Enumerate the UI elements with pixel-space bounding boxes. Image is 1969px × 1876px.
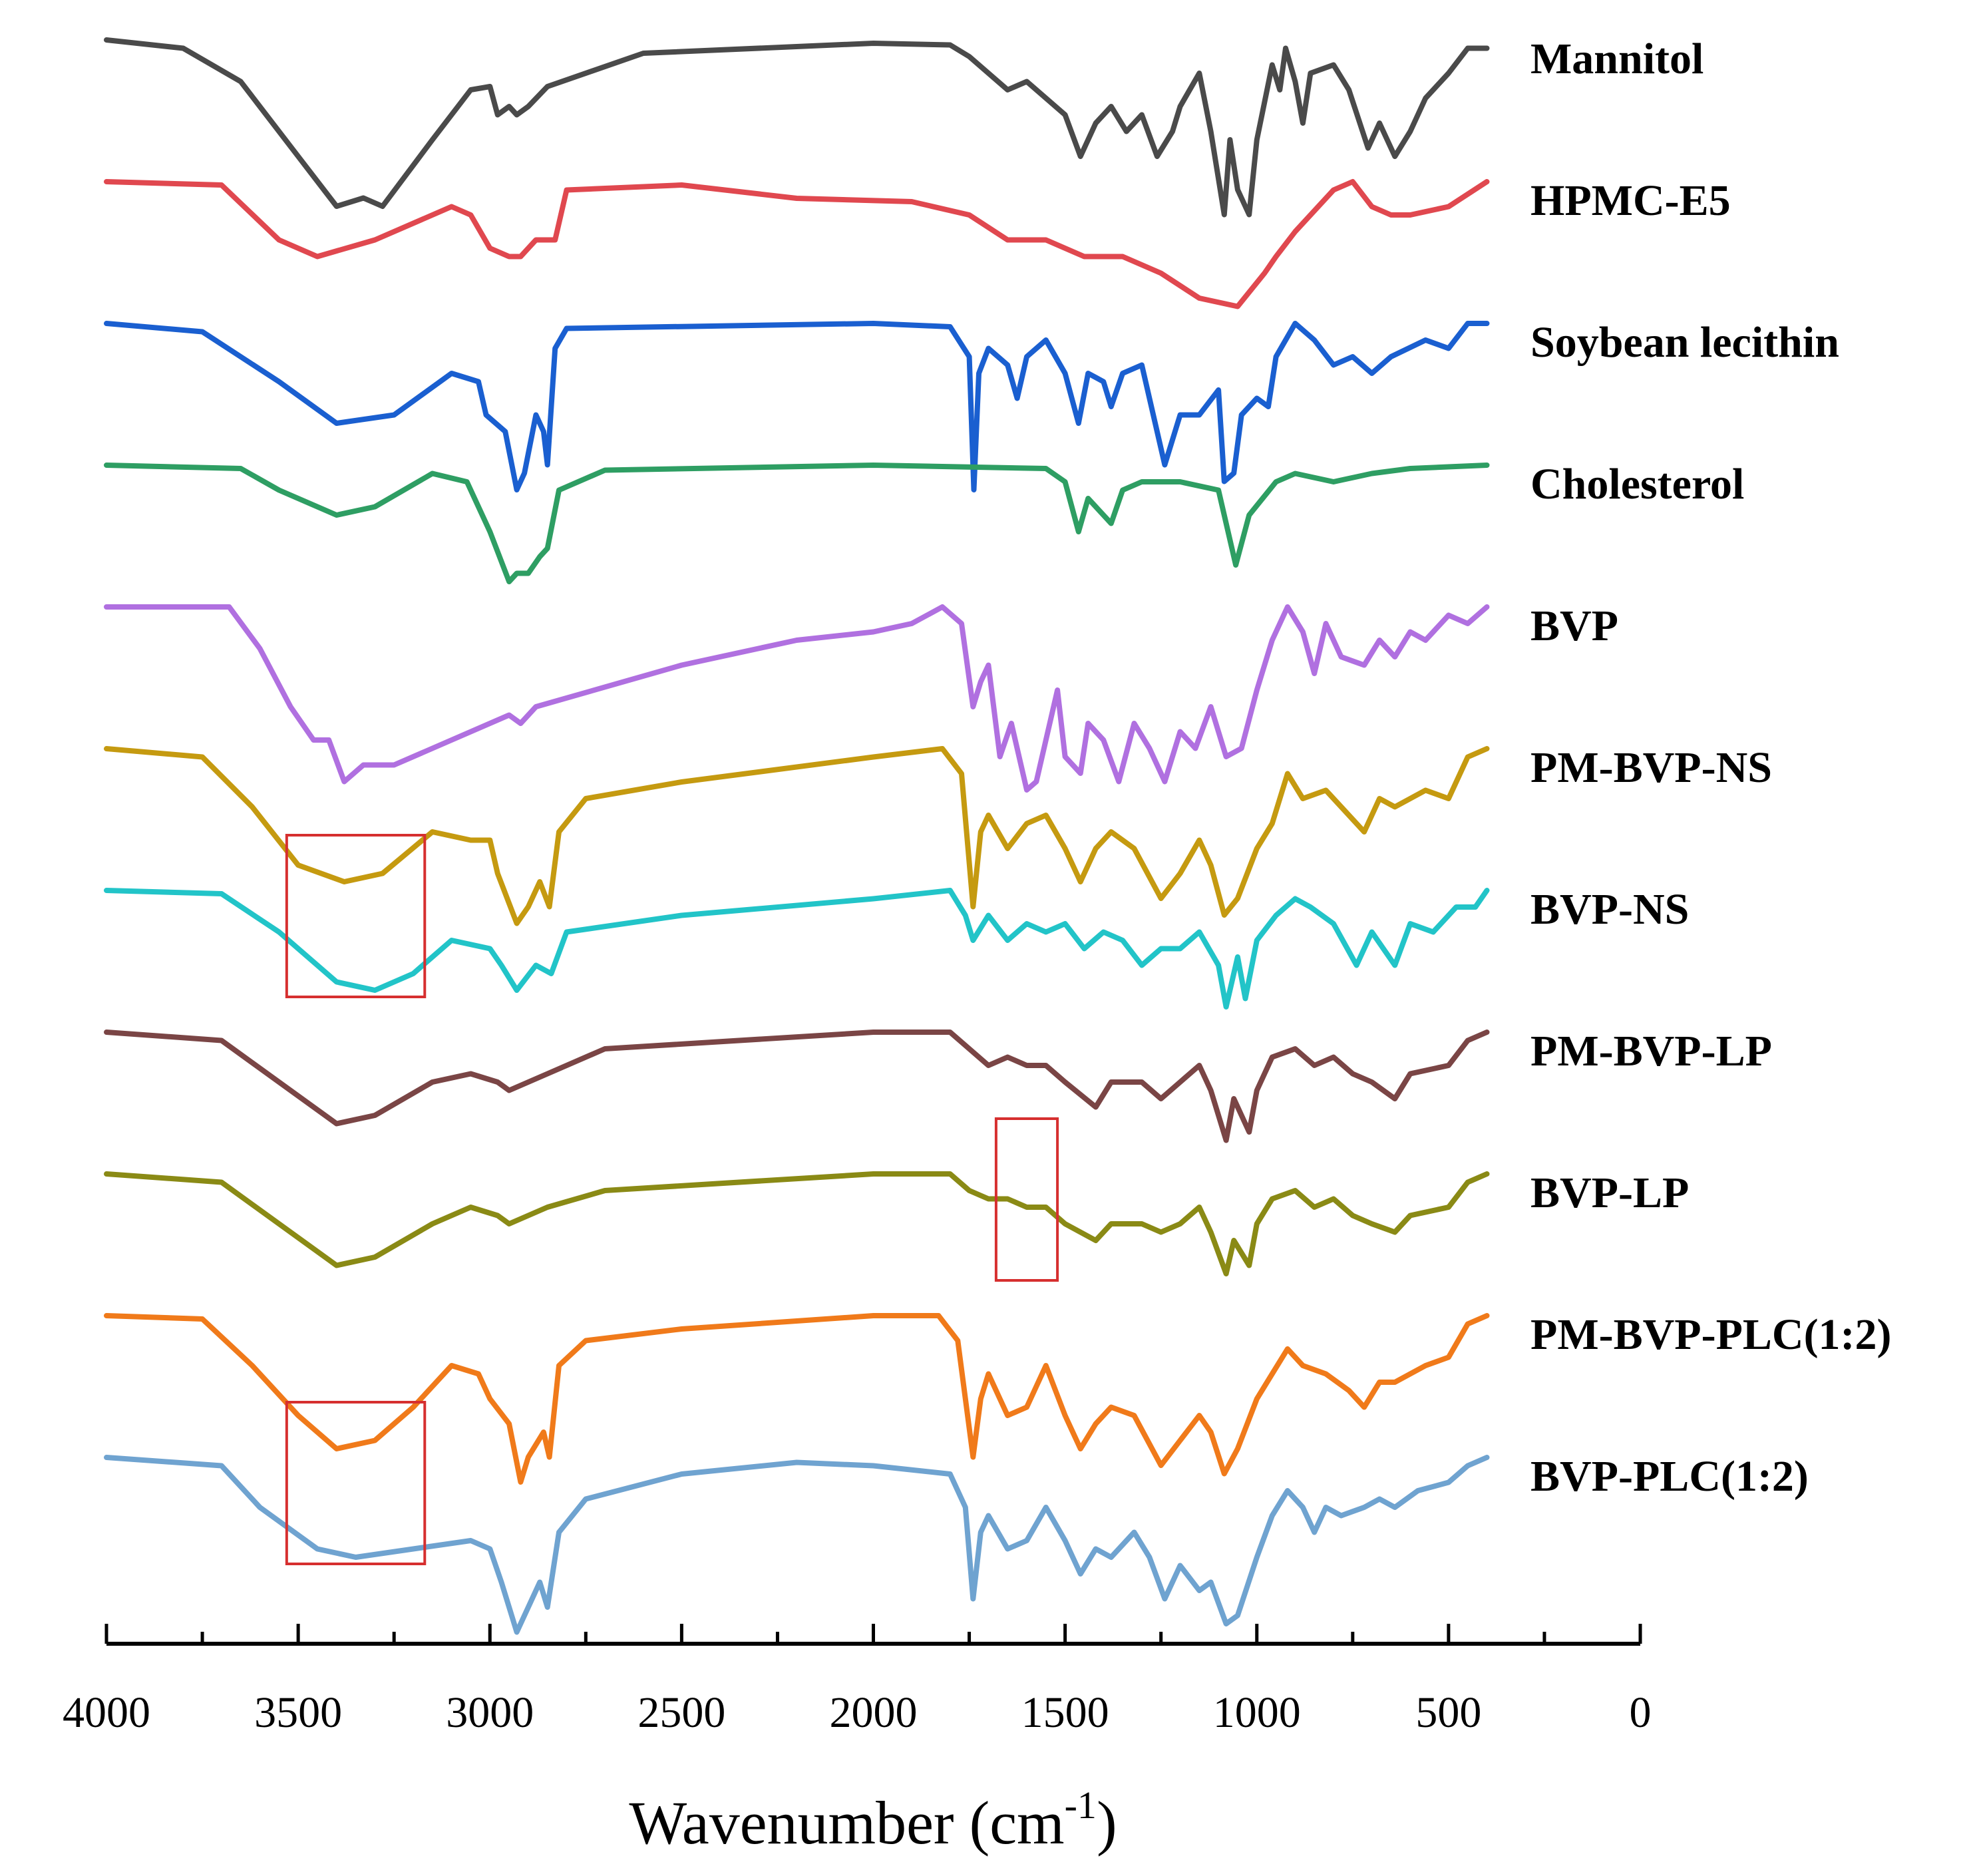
series-labels: Mannitol HPMC-E5 Soybean lecithin Cholester… [1530,35,1892,1501]
series-label-0: Mannitol [1530,35,1703,83]
x-axis-label-superscript: -1 [1065,1783,1097,1827]
series-trace-4 [104,604,1490,793]
series-label-4: BVP [1530,602,1618,650]
series-trace-2 [104,321,1490,492]
x-tick-label: 2000 [830,1688,918,1737]
series-label-7: PM-BVP-LP [1530,1027,1772,1075]
x-axis: 4000 3500 3000 2500 2000 1500 1000 500 0 [63,1624,1652,1737]
highlight-box-0 [285,834,427,998]
series-trace-1 [104,179,1490,309]
x-axis-label-text: Wavenumber (cm [629,1789,1064,1857]
series-trace-9 [104,1313,1490,1485]
x-tick-label: 1000 [1213,1688,1301,1737]
x-tick-label: 3000 [446,1688,534,1737]
x-tick-label: 4000 [63,1688,150,1737]
highlight-box-2 [285,1401,427,1565]
series-trace-10 [104,1455,1490,1635]
x-axis-label: Wavenumber (cm-1) [629,1783,1117,1857]
series-label-8: BVP-LP [1530,1169,1689,1217]
series-label-3: Cholesterol [1530,460,1744,508]
series-label-9: PM-BVP-PLC(1:2) [1530,1310,1892,1359]
series-label-5: PM-BVP-NS [1530,743,1772,792]
x-axis-label-close: ) [1097,1789,1117,1857]
highlight-box-1 [994,1117,1059,1282]
series-trace-7 [104,1030,1490,1143]
x-tick-label: 2500 [637,1688,725,1737]
series-label-10: BVP-PLC(1:2) [1530,1452,1809,1501]
series-trace-8 [104,1171,1490,1276]
x-tick-label: 1500 [1021,1688,1109,1737]
series-label-2: Soybean lecithin [1530,318,1839,367]
series-trace-5 [104,746,1490,926]
x-tick-label: 3500 [254,1688,342,1737]
series-label-1: HPMC-E5 [1530,176,1731,225]
series-trace-3 [104,463,1490,584]
x-tick-label: 0 [1630,1688,1652,1737]
series-label-6: BVP-NS [1530,885,1689,934]
highlight-boxes [285,834,1059,1565]
x-axis-ticks: 4000 3500 3000 2500 2000 1500 1000 500 0 [63,1624,1652,1737]
series-trace-6 [104,888,1490,1010]
spectra-traces [104,37,1490,1635]
series-trace-0 [104,37,1490,218]
x-tick-label: 500 [1415,1688,1481,1737]
